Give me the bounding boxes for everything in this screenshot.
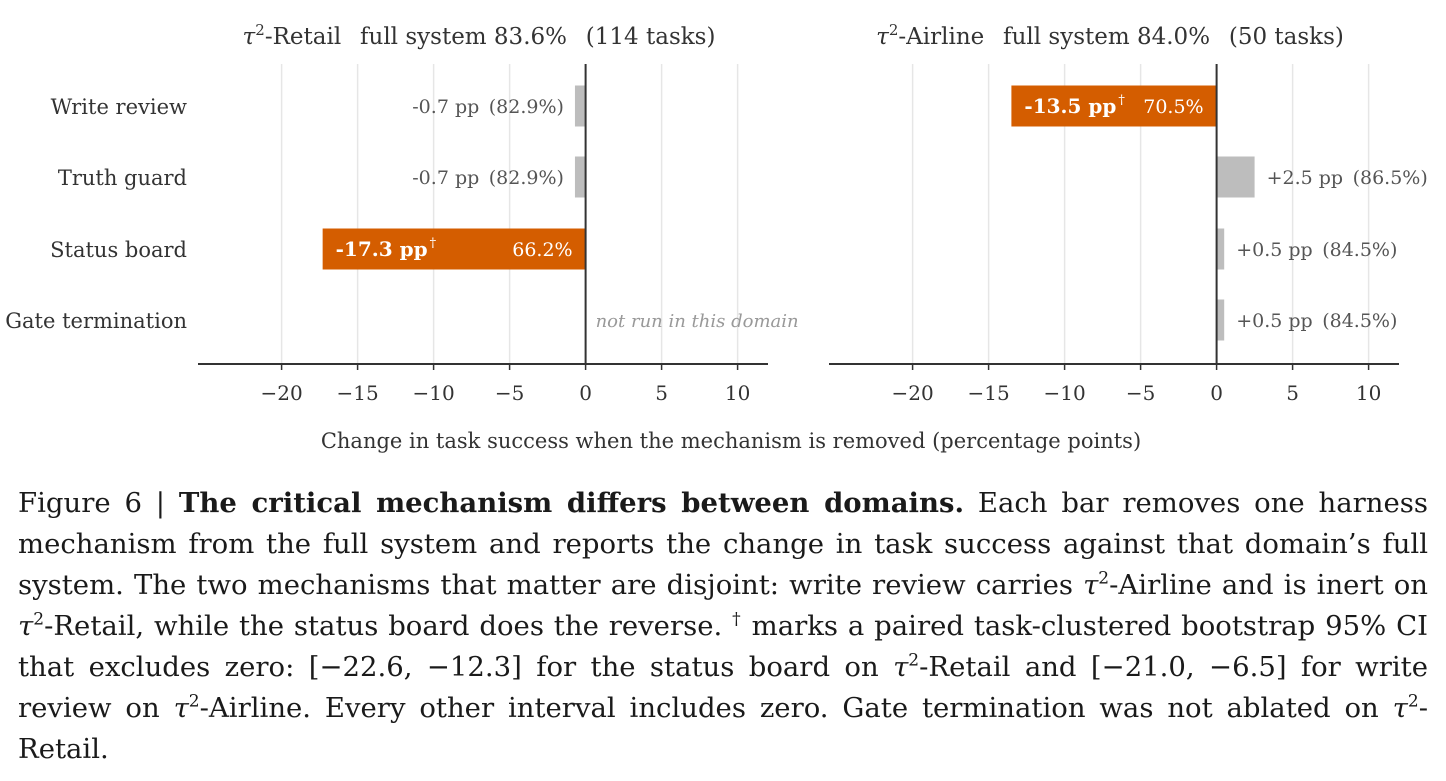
x-tick-label: 10 [1356, 381, 1381, 405]
x-tick-label: 10 [725, 381, 750, 405]
category-label: Gate termination [5, 309, 187, 333]
bar-result-label: 70.5% [1143, 96, 1203, 118]
caption-tau: τ [893, 651, 909, 683]
significant-bar [322, 228, 586, 270]
caption-text: -Retail. [18, 692, 1428, 765]
caption-tau: τ [18, 610, 34, 642]
x-tick-label: −10 [412, 381, 454, 405]
caption-superscript: 2 [33, 609, 45, 630]
ablation-figure: τ2-Retail full system 83.6% (114 tasks) -… [5, 21, 1428, 453]
x-tick-label: −5 [1126, 381, 1155, 405]
caption-text: -Retail and [−21.0, −6.5] for write revi… [18, 651, 1428, 724]
caption-figure-label: Figure 6 | [18, 487, 179, 519]
x-tick-label: −20 [260, 381, 302, 405]
category-labels: Write review Truth guard Status board Gate … [5, 95, 187, 333]
caption-text: -Retail, while the status board does the… [44, 610, 733, 642]
caption-tau: τ [173, 692, 189, 724]
caption-tau: τ [1392, 692, 1408, 724]
caption-text: -Airline and is inert on [1109, 569, 1428, 601]
bar [1216, 299, 1225, 341]
bar [574, 156, 586, 198]
x-tick-label: −15 [336, 381, 378, 405]
dagger-mark: † [430, 236, 437, 251]
category-label: Write review [51, 95, 187, 119]
category-label: Truth guard [58, 166, 187, 190]
x-tick-label: 5 [655, 381, 668, 405]
bar-value-label: -17.3 pp [336, 237, 428, 261]
dagger-mark: † [1118, 93, 1125, 108]
category-label: Status board [50, 238, 187, 262]
bar-label: -0.7 pp (82.9%) [412, 167, 564, 189]
panel-title: τ2-Retail full system 83.6% (114 tasks) [243, 21, 716, 50]
caption-superscript: 2 [1098, 568, 1110, 589]
bar [574, 85, 586, 127]
caption-text: Each bar removes one harness mechanism f… [18, 487, 1428, 601]
x-tick-label: 0 [1210, 381, 1223, 405]
airline-panel: τ2-Airline full system 84.0% (50 tasks) -… [829, 21, 1428, 405]
bar-label: +0.5 pp (84.5%) [1236, 310, 1397, 332]
bar-result-label: 66.2% [512, 239, 572, 261]
significant-bar [1011, 85, 1217, 127]
caption-superscript: 2 [1407, 691, 1419, 712]
bar-label: -0.7 pp (82.9%) [412, 96, 564, 118]
caption-tau: τ [1083, 569, 1099, 601]
caption-superscript: 2 [188, 691, 200, 712]
x-tick-label: −5 [495, 381, 524, 405]
bar-label: +0.5 pp (84.5%) [1236, 239, 1397, 261]
bar [1216, 156, 1255, 198]
caption-bold-title: The critical mechanism differs between d… [178, 487, 965, 519]
x-tick-label: −10 [1043, 381, 1085, 405]
x-tick-label: −20 [891, 381, 933, 405]
bar [1216, 228, 1225, 270]
retail-panel: τ2-Retail full system 83.6% (114 tasks) -… [198, 21, 799, 405]
caption-text: marks a paired task-clustered bootstrap … [18, 610, 1428, 683]
x-tick-label: −15 [967, 381, 1009, 405]
x-tick-label: 0 [579, 381, 592, 405]
caption-superscript: 2 [908, 650, 920, 671]
x-axis-label: Change in task success when the mechanis… [321, 429, 1141, 453]
figure-caption: Figure 6 | The critical mechanism differ… [18, 483, 1428, 770]
panel-title: τ2-Airline full system 84.0% (50 tasks) [876, 21, 1344, 50]
bar-label: +2.5 pp (86.5%) [1267, 167, 1428, 189]
not-run-note: not run in this domain [596, 311, 799, 332]
caption-text: -Airline. Every other interval includes … [199, 692, 1393, 724]
caption-dagger: † [732, 609, 742, 630]
bar-value-label: -13.5 pp [1024, 94, 1116, 118]
x-tick-label: 5 [1286, 381, 1299, 405]
